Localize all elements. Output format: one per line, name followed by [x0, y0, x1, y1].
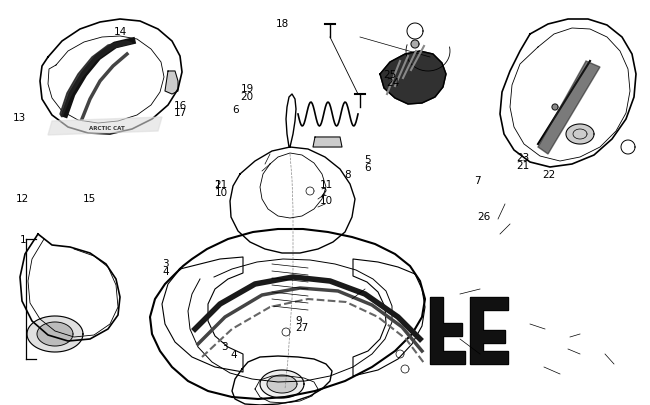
Text: 1: 1 — [20, 234, 26, 244]
Text: 17: 17 — [174, 108, 187, 117]
Text: 14: 14 — [114, 28, 127, 37]
Polygon shape — [150, 230, 425, 399]
Polygon shape — [313, 138, 342, 148]
Text: 9: 9 — [296, 315, 302, 325]
Polygon shape — [267, 375, 297, 393]
Text: 24: 24 — [387, 78, 400, 88]
Polygon shape — [353, 259, 425, 376]
Text: 21: 21 — [517, 160, 530, 170]
Polygon shape — [60, 42, 132, 118]
Polygon shape — [538, 62, 600, 155]
Text: 8: 8 — [344, 169, 351, 179]
Text: 11: 11 — [320, 179, 333, 190]
Text: ARCTIC CAT: ARCTIC CAT — [89, 125, 125, 130]
Polygon shape — [232, 356, 332, 405]
Polygon shape — [401, 365, 409, 373]
Polygon shape — [286, 95, 296, 148]
Polygon shape — [282, 328, 290, 336]
Text: 22: 22 — [543, 169, 556, 179]
Text: 2: 2 — [214, 179, 221, 189]
Text: 16: 16 — [174, 100, 187, 110]
Text: 3: 3 — [221, 341, 228, 351]
Polygon shape — [260, 370, 304, 398]
Polygon shape — [407, 24, 423, 40]
Text: 13: 13 — [13, 113, 26, 122]
Text: 6: 6 — [233, 104, 239, 114]
Text: 15: 15 — [83, 194, 96, 203]
Polygon shape — [165, 72, 178, 95]
Text: 7: 7 — [474, 175, 481, 185]
Text: 5: 5 — [364, 155, 370, 165]
Text: 10: 10 — [214, 188, 227, 197]
Polygon shape — [20, 234, 120, 341]
Text: 27: 27 — [296, 322, 309, 332]
Polygon shape — [566, 125, 594, 145]
Polygon shape — [162, 257, 243, 372]
Text: 12: 12 — [16, 194, 29, 203]
Text: 25: 25 — [384, 70, 396, 80]
Polygon shape — [552, 105, 558, 111]
Polygon shape — [48, 118, 162, 136]
Text: 6: 6 — [364, 163, 370, 173]
Polygon shape — [470, 297, 508, 364]
Text: 4: 4 — [162, 266, 169, 276]
Polygon shape — [500, 20, 636, 168]
Polygon shape — [411, 41, 419, 49]
Polygon shape — [621, 141, 635, 155]
Text: 20: 20 — [240, 92, 254, 101]
Text: 18: 18 — [276, 19, 289, 29]
Text: 3: 3 — [162, 258, 169, 268]
Polygon shape — [37, 322, 73, 346]
Polygon shape — [380, 52, 446, 105]
Text: 2: 2 — [320, 188, 326, 198]
Polygon shape — [396, 350, 404, 358]
Polygon shape — [430, 297, 465, 364]
Text: 19: 19 — [240, 84, 254, 94]
Text: 4: 4 — [231, 350, 237, 359]
Polygon shape — [40, 20, 182, 135]
Polygon shape — [306, 188, 314, 196]
Text: 23: 23 — [517, 152, 530, 162]
Text: 11: 11 — [214, 179, 227, 189]
Text: 10: 10 — [320, 196, 333, 205]
Text: 26: 26 — [478, 212, 491, 222]
Polygon shape — [230, 148, 355, 254]
Polygon shape — [27, 316, 83, 352]
